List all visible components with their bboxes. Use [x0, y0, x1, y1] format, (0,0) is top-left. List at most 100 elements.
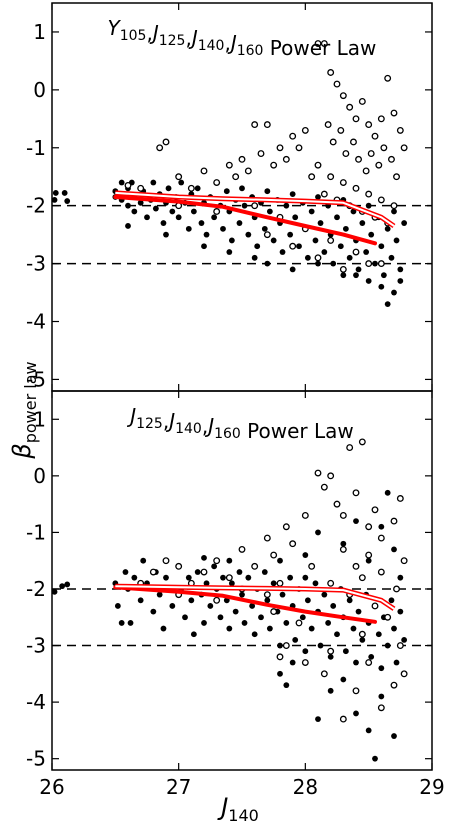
data-point-filled — [217, 614, 224, 621]
data-point-open — [365, 260, 373, 268]
data-point-filled — [384, 489, 391, 496]
data-point-open — [371, 506, 379, 514]
data-point-filled — [384, 301, 391, 308]
data-point-filled — [327, 653, 334, 660]
data-point-open — [339, 179, 347, 186]
data-point-open — [295, 619, 303, 627]
data-point-open — [308, 173, 316, 181]
data-point-open — [390, 109, 398, 117]
data-point-open — [390, 517, 398, 525]
x-axis-title-base: J — [217, 793, 228, 821]
data-point-open — [352, 562, 360, 570]
data-point-filled — [340, 540, 347, 547]
panel-title-part: J — [149, 21, 159, 45]
data-point-filled — [312, 237, 319, 244]
data-point-open — [339, 265, 347, 273]
data-point-open — [339, 511, 347, 519]
data-point-open — [327, 236, 335, 244]
data-point-filled — [270, 580, 277, 587]
data-point-filled — [264, 188, 271, 195]
data-point-filled — [163, 574, 169, 581]
panel-title-subscript: 125 — [136, 416, 163, 432]
data-point-filled — [317, 220, 324, 226]
data-point-filled — [201, 620, 207, 626]
data-point-filled — [397, 278, 404, 284]
data-point-filled — [64, 198, 71, 204]
data-point-filled — [131, 208, 138, 215]
data-point-open — [352, 687, 360, 695]
x-tick-label: 29 — [419, 775, 444, 799]
y-tick-label: -1 — [26, 520, 46, 544]
data-point-filled — [277, 642, 283, 649]
data-point-filled — [198, 220, 205, 226]
data-point-filled — [264, 260, 271, 267]
data-point-open — [365, 523, 373, 531]
data-point-filled — [368, 653, 375, 660]
data-point-filled — [388, 597, 395, 604]
data-point-open — [377, 568, 385, 576]
data-point-filled — [258, 614, 264, 621]
panel-title-part: J — [227, 31, 237, 55]
y-tick-label: -5 — [26, 367, 46, 391]
data-point-open — [282, 523, 290, 531]
data-point-filled — [353, 659, 359, 666]
x-axis-title: J140 — [217, 793, 259, 825]
data-point-filled — [185, 225, 192, 232]
data-point-open — [377, 196, 385, 204]
data-point-open — [393, 585, 400, 593]
data-point-open — [327, 579, 335, 587]
data-point-filled — [169, 208, 176, 215]
y-tick-label: -4 — [26, 310, 46, 334]
data-point-open — [342, 150, 350, 158]
data-point-filled — [114, 603, 121, 609]
data-point-filled — [355, 608, 362, 615]
data-point-filled — [391, 733, 397, 739]
data-point-filled — [302, 648, 309, 655]
data-point-filled — [118, 179, 125, 186]
data-point-open — [276, 579, 284, 587]
data-point-filled — [340, 676, 347, 683]
data-point-open — [352, 184, 360, 192]
data-point-filled — [245, 574, 252, 581]
data-point-open — [396, 126, 404, 134]
y-tick-label: -5 — [26, 747, 46, 771]
y-tick-label: -1 — [26, 136, 46, 160]
data-point-open — [276, 653, 284, 661]
data-point-open — [314, 469, 322, 477]
data-point-filled — [372, 755, 378, 762]
data-point-filled — [340, 272, 347, 279]
panel-title-part: J — [165, 409, 175, 433]
data-point-filled — [302, 574, 309, 581]
data-point-open — [400, 144, 408, 152]
panel-title-part: , — [224, 31, 230, 55]
data-point-open — [314, 254, 322, 262]
data-point-filled — [292, 636, 299, 643]
data-point-filled — [346, 254, 353, 261]
data-point-open — [270, 608, 278, 616]
data-point-filled — [241, 202, 248, 209]
data-point-filled — [279, 591, 286, 598]
data-point-open — [232, 173, 240, 181]
panel-title-part: , — [202, 414, 208, 438]
data-point-open — [393, 173, 400, 181]
data-point-filled — [185, 574, 192, 581]
data-point-open — [346, 444, 354, 452]
data-point-open — [350, 138, 357, 146]
data-point-open — [282, 642, 290, 650]
data-point-filled — [190, 208, 197, 215]
data-point-filled — [160, 625, 167, 632]
y-tick-label: 1 — [33, 407, 46, 431]
panel-title-subscript: 140 — [175, 421, 202, 437]
data-point-filled — [178, 179, 185, 186]
data-point-filled — [334, 631, 340, 638]
data-point-open — [362, 167, 370, 175]
y-axis-title-base: β — [8, 443, 36, 459]
data-point-open — [339, 92, 347, 100]
data-point-open — [365, 190, 373, 198]
data-point-open — [371, 132, 379, 140]
x-tick-label: 26 — [39, 775, 64, 799]
data-point-open — [365, 659, 373, 666]
data-point-open — [358, 438, 366, 446]
data-point-open — [324, 121, 332, 129]
data-point-filled — [283, 620, 290, 626]
